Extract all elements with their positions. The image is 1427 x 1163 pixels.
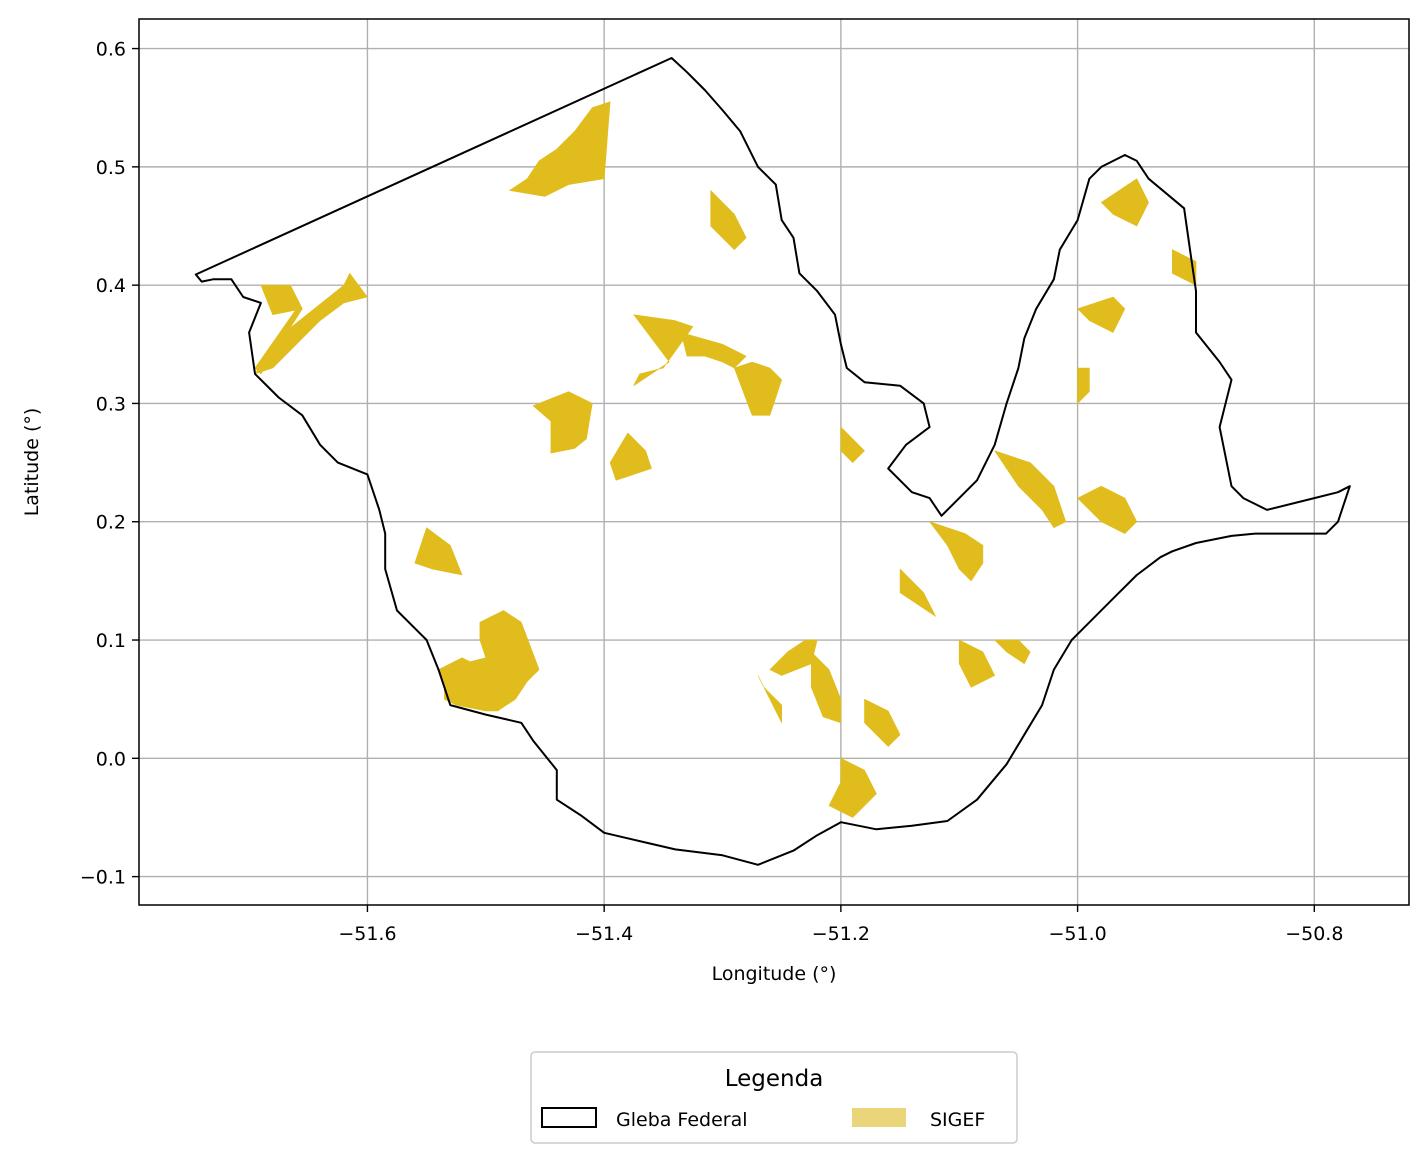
x-tick-label: −51.2 [812, 923, 870, 945]
y-tick-label: −0.1 [80, 867, 126, 889]
y-tick-label: 0.1 [96, 630, 126, 652]
sigef-parcel [1077, 296, 1126, 333]
sigef-parcel [633, 314, 694, 387]
map-layers [194, 57, 1351, 866]
sigef-parcel [840, 426, 865, 463]
x-tick-label: −50.8 [1285, 923, 1343, 945]
sigef-parcel [757, 675, 783, 724]
sigef-parcel [929, 521, 984, 582]
sigef-parcel [532, 391, 593, 454]
sigef-parcel [994, 639, 1031, 665]
legend-label-gleba-federal: Gleba Federal [616, 1109, 748, 1131]
x-tick-label: −51.0 [1048, 923, 1106, 945]
sigef-parcel [609, 432, 652, 481]
legend-swatch-gleba-federal [541, 1107, 597, 1128]
sigef-parcel [260, 284, 303, 316]
plot-frame [138, 18, 1410, 906]
layer-gleba-federal [194, 57, 1351, 866]
sigef-parcel [810, 651, 842, 724]
y-tick-label: 0.5 [96, 157, 126, 179]
gleba-federal-boundary [194, 57, 1351, 866]
y-tick-label: 0.4 [96, 275, 126, 297]
sigef-parcel [1077, 485, 1138, 534]
sigef-parcel [438, 657, 487, 694]
y-tick-label: 0.2 [96, 512, 126, 534]
legend-title: Legenda [725, 1066, 824, 1092]
sigef-parcel [680, 332, 747, 369]
layer-sigef [254, 101, 1197, 818]
sigef-parcel [864, 698, 901, 747]
axis-ticks: −51.6 −51.4 −51.2 −51.0 −50.8 0.6 0.5 0.4 0.3 0.2… [80, 39, 1344, 945]
sigef-parcel [899, 568, 936, 617]
sigef-parcel [1101, 178, 1149, 227]
sigef-parcel [1077, 367, 1090, 404]
sigef-parcel [828, 757, 877, 818]
x-axis-label: Longitude (°) [712, 963, 837, 985]
legend-label-sigef: SIGEF [930, 1109, 985, 1131]
legend-swatch-sigef [852, 1108, 906, 1127]
y-tick-label: 0.3 [96, 393, 126, 415]
sigef-parcel [509, 101, 611, 197]
y-tick-label: 0.6 [96, 39, 126, 61]
y-axis-label: Latitude (°) [21, 408, 43, 517]
sigef-parcel [994, 450, 1067, 529]
y-tick-label: 0.0 [96, 748, 126, 770]
sigef-parcel [958, 639, 996, 688]
x-tick-label: −51.6 [338, 923, 396, 945]
sigef-parcel [733, 361, 783, 416]
sigef-parcel [414, 527, 463, 576]
x-tick-label: −51.4 [575, 923, 633, 945]
legend: Legenda Gleba Federal SIGEF [530, 1051, 1018, 1144]
sigef-parcel [710, 190, 747, 250]
